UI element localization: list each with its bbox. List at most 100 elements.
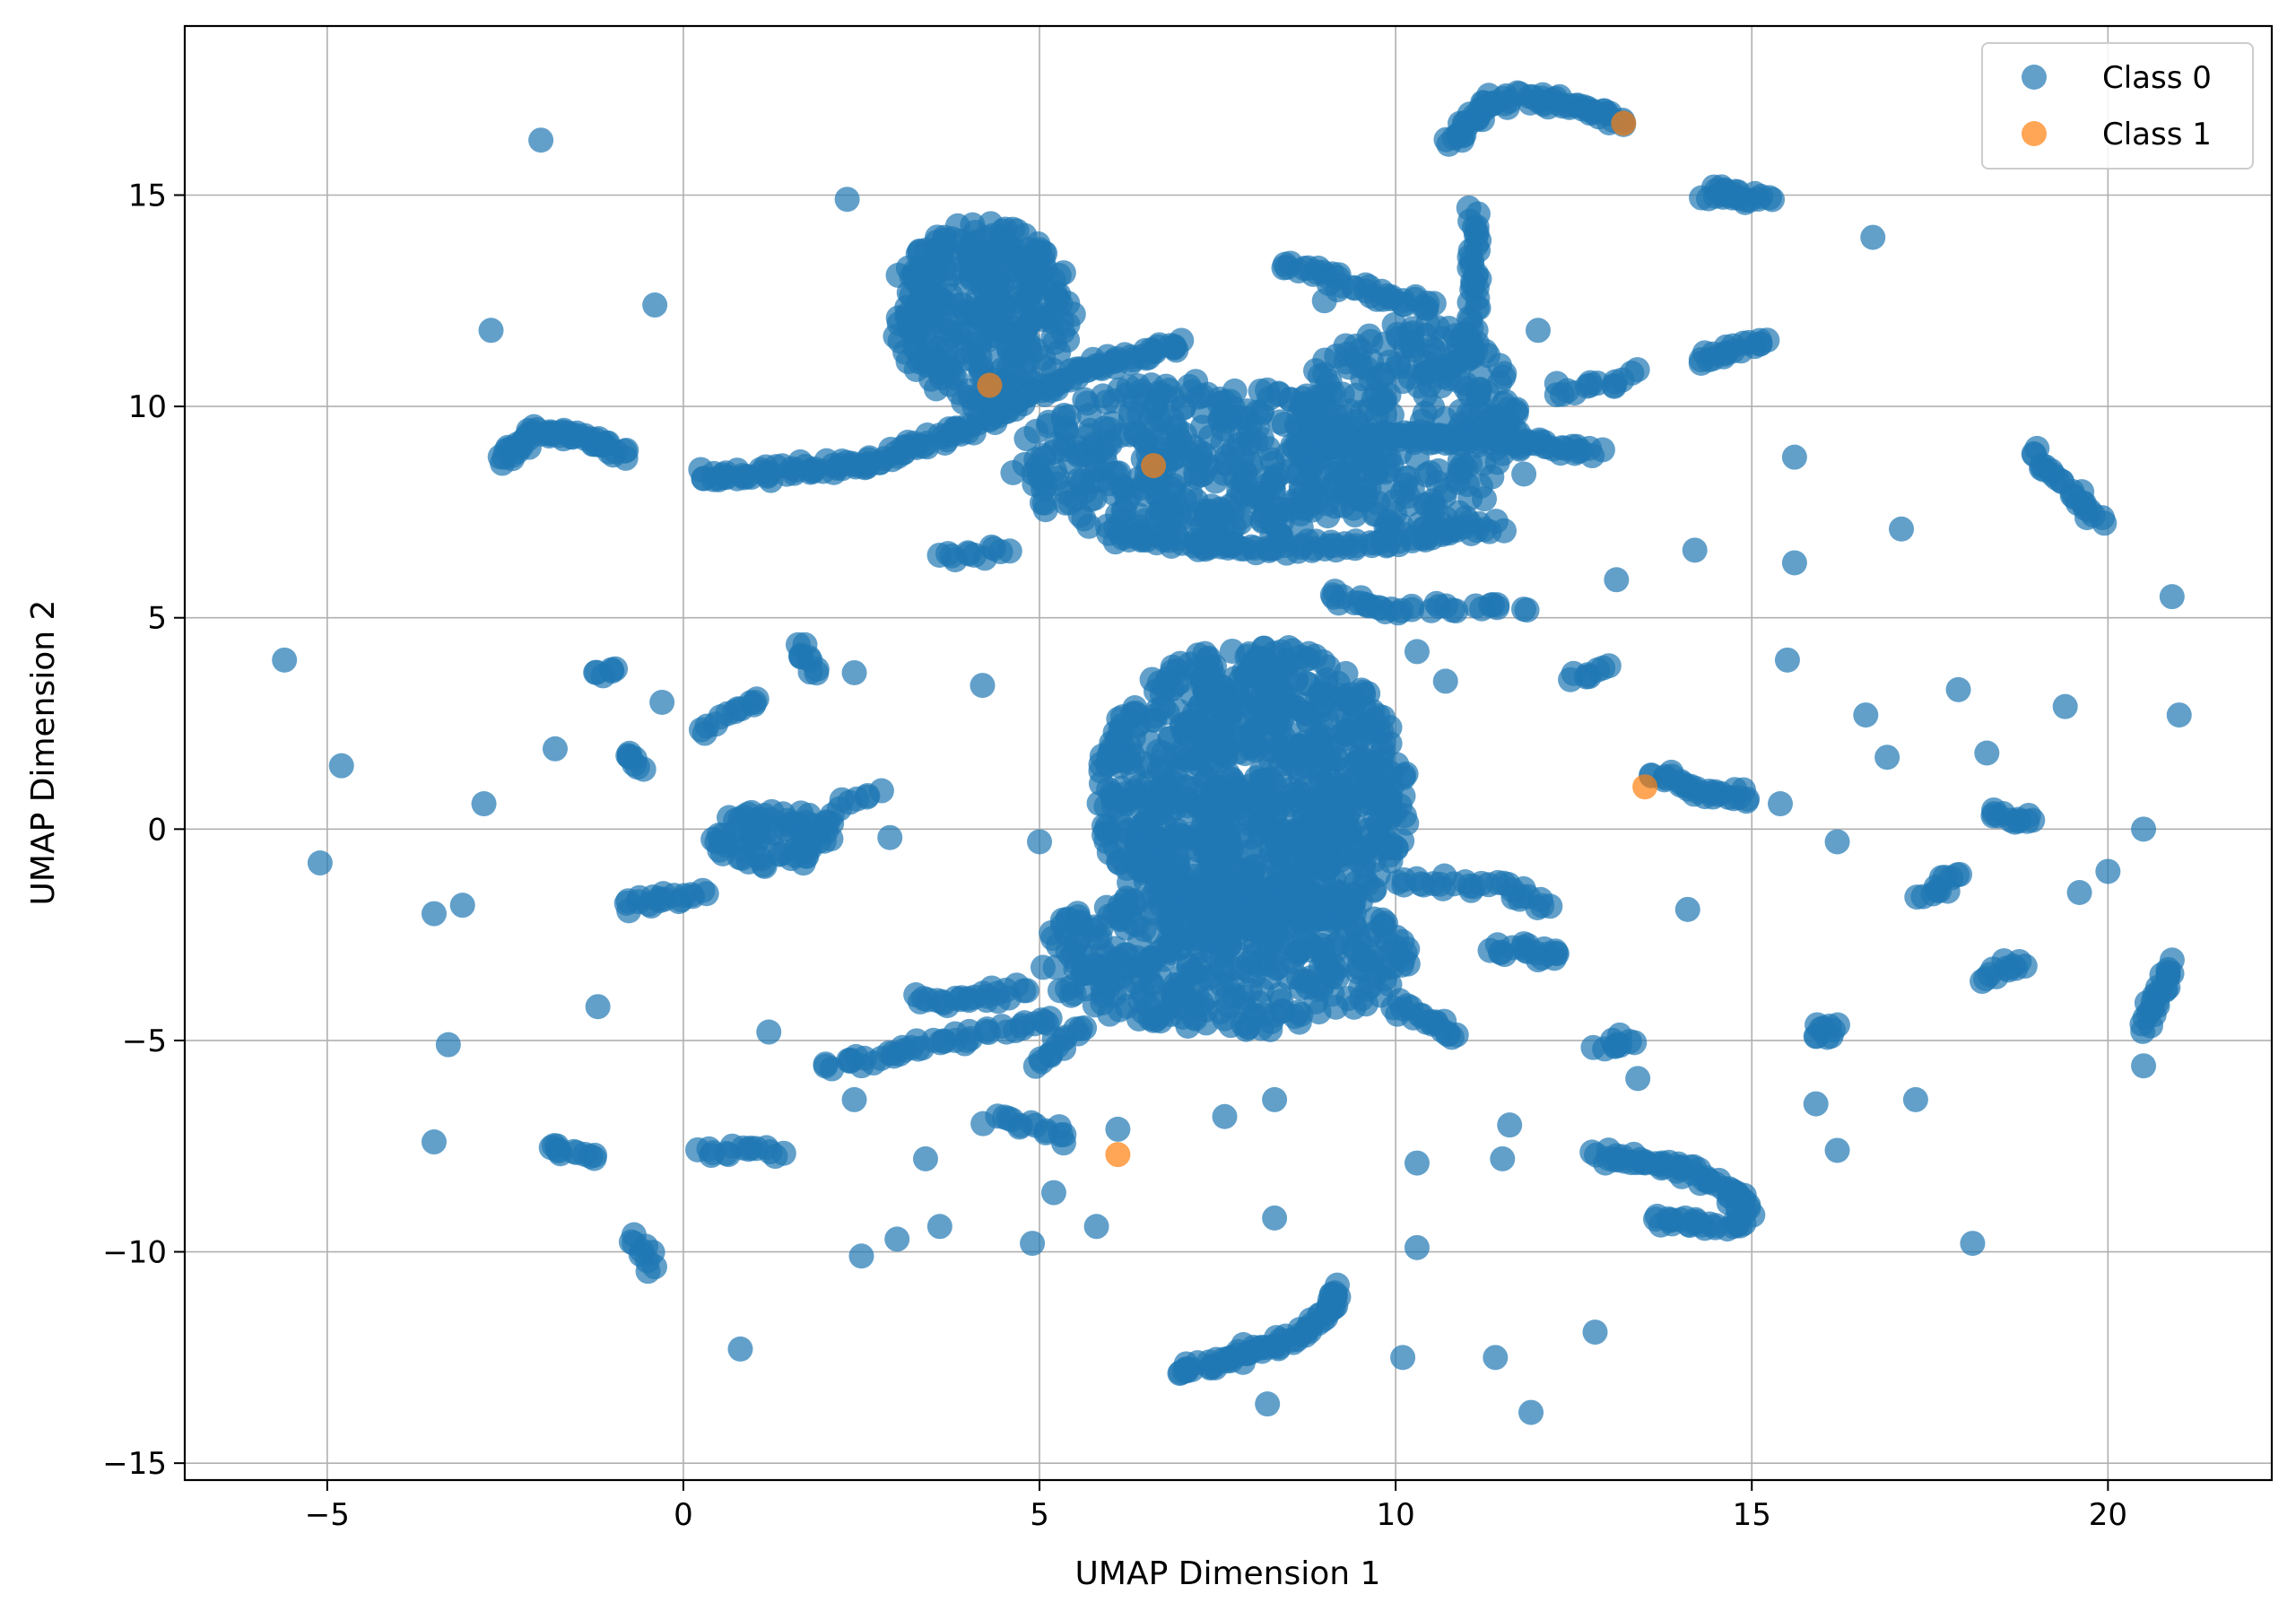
class-0-point [1271, 804, 1297, 830]
class-0-point [926, 1214, 952, 1240]
class-0-point [1824, 829, 1850, 855]
class-0-point [1204, 778, 1230, 804]
class-0-point [1058, 944, 1084, 970]
class-0-point [1185, 935, 1211, 961]
class-0-point [1249, 398, 1275, 424]
class-0-point [2159, 584, 2185, 610]
class-0-point [1340, 889, 1366, 915]
class-0-point [1082, 992, 1108, 1018]
x-axis-label: UMAP Dimension 1 [1075, 1555, 1381, 1592]
class-0-point [1248, 378, 1274, 404]
class-0-point [1261, 771, 1287, 797]
class-0-point [920, 293, 946, 319]
class-0-point [756, 1019, 782, 1045]
x-tick-label: −5 [305, 1497, 350, 1533]
class-0-point [1321, 828, 1347, 854]
y-tick-label: 5 [147, 601, 167, 637]
y-tick-label: −10 [102, 1235, 167, 1271]
class-0-point [848, 1243, 874, 1269]
class-0-point [1682, 537, 1708, 563]
class-0-point [1312, 347, 1338, 373]
class-0-point [1231, 873, 1257, 899]
class-0-point [955, 378, 981, 404]
class-0-point [1768, 791, 1794, 817]
x-tick-label: 0 [674, 1497, 693, 1533]
class-0-point [1114, 856, 1140, 882]
class-0-point [1248, 808, 1274, 834]
class-0-point [421, 1129, 447, 1155]
class-0-point [1027, 466, 1053, 492]
class-0-point [631, 756, 657, 782]
class-0-point [1014, 312, 1040, 338]
class-1-point [1611, 110, 1637, 136]
class-0-point [1377, 349, 1403, 375]
class-0-point [1902, 1086, 1928, 1112]
x-tick-label: 5 [1030, 1497, 1049, 1533]
class-0-point [1122, 388, 1148, 414]
class-0-point [909, 1035, 935, 1061]
class-0-point [1467, 362, 1493, 388]
class-0-point [1146, 406, 1172, 432]
class-0-point [1439, 1024, 1465, 1050]
class-0-point [1191, 808, 1217, 834]
class-0-point [1420, 494, 1446, 520]
class-0-point [1135, 812, 1161, 838]
class-0-point [2095, 858, 2121, 884]
class-0-point [1582, 1320, 1608, 1346]
class-0-point [1960, 1231, 1986, 1257]
class-0-point [1113, 954, 1139, 980]
class-0-point [1361, 501, 1387, 527]
class-0-point [1204, 675, 1230, 701]
class-0-point [1175, 826, 1201, 852]
class-0-point [868, 778, 894, 804]
class-0-point [1105, 1116, 1131, 1142]
class-0-point [1129, 980, 1155, 1006]
class-0-point [1170, 1004, 1196, 1030]
class-0-point [1242, 689, 1268, 715]
class-0-point [1404, 1234, 1430, 1260]
class-0-point [528, 127, 554, 153]
class-0-point [1126, 782, 1152, 808]
class-0-point [1389, 928, 1415, 954]
class-0-point [1139, 900, 1165, 926]
class-0-point [1037, 1006, 1063, 1032]
class-0-point [1824, 1137, 1850, 1163]
plot-frame [183, 24, 2274, 1482]
class-0-point [1889, 516, 1915, 542]
class-0-point [841, 1086, 867, 1112]
class-0-point [1483, 1345, 1509, 1371]
class-0-point [1443, 598, 1469, 624]
class-0-point [1184, 660, 1210, 686]
class-0-point [1144, 877, 1170, 903]
class-0-point [1596, 653, 1622, 679]
class-0-point [642, 292, 668, 318]
class-0-point [307, 850, 333, 876]
y-tick-label: 0 [147, 812, 167, 848]
class-0-point [1235, 1014, 1261, 1040]
class-0-point [1492, 518, 1518, 544]
class-0-point [1288, 975, 1314, 1001]
class-0-point [1781, 444, 1807, 470]
class-0-point [974, 240, 1000, 266]
class-0-point [1102, 901, 1128, 927]
class-0-point [1309, 691, 1335, 717]
class-0-point [1288, 501, 1314, 527]
class-0-point [1781, 550, 1807, 576]
class-0-point [1328, 786, 1354, 812]
class-0-point [1354, 784, 1380, 810]
class-0-point [1734, 788, 1760, 814]
class-0-point [1128, 475, 1154, 501]
class-0-point [1336, 354, 1362, 380]
class-0-point [599, 658, 625, 684]
class-0-point [1824, 1012, 1850, 1038]
class-0-point [1193, 1010, 1219, 1036]
class-0-point [970, 294, 996, 320]
legend-label-class-1: Class 1 [2102, 117, 2212, 152]
class-0-point [1226, 795, 1252, 821]
class-0-point [727, 1336, 753, 1362]
class-0-point [1353, 762, 1379, 788]
class-0-point [1205, 871, 1231, 897]
class-0-point [1542, 945, 1568, 971]
class-0-point [945, 304, 971, 330]
